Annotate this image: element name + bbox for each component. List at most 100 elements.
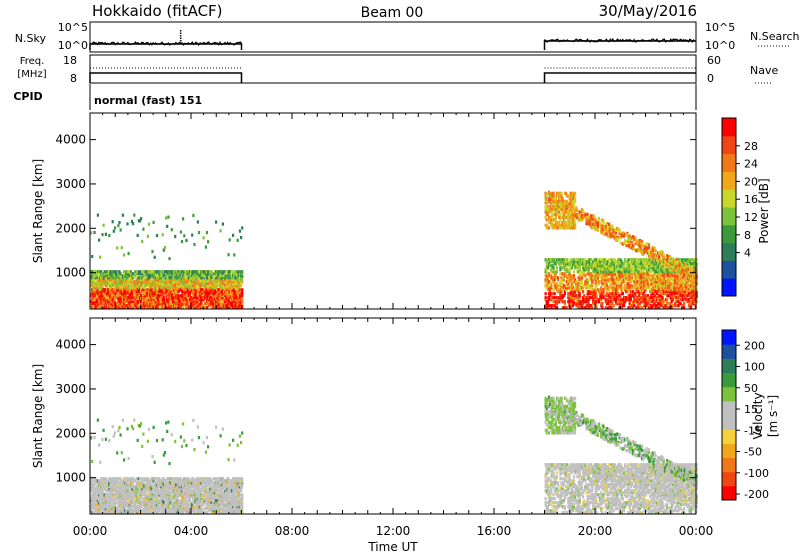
data-cell bbox=[175, 270, 178, 274]
data-cell bbox=[228, 290, 231, 294]
data-cell bbox=[200, 304, 203, 308]
data-cell bbox=[119, 274, 122, 278]
data-cell bbox=[576, 288, 579, 292]
data-cell bbox=[629, 278, 632, 282]
data-cell bbox=[561, 300, 564, 304]
data-cell bbox=[195, 272, 198, 276]
data-cell bbox=[600, 298, 603, 302]
data-cell bbox=[574, 278, 577, 282]
data-cell bbox=[169, 298, 172, 302]
data-cell bbox=[147, 284, 151, 288]
data-cell bbox=[157, 284, 160, 288]
data-cell bbox=[95, 509, 98, 513]
data-cell bbox=[107, 302, 110, 306]
data-cell bbox=[208, 296, 211, 300]
data-cell bbox=[567, 300, 570, 304]
data-cell bbox=[609, 304, 612, 308]
data-cell bbox=[224, 294, 227, 298]
data-cell bbox=[628, 294, 631, 298]
data-cell bbox=[116, 246, 119, 250]
data-cell bbox=[127, 282, 130, 286]
data-cell bbox=[591, 288, 594, 292]
data-cell bbox=[145, 272, 148, 276]
data-cell bbox=[579, 258, 582, 262]
data-cell bbox=[666, 300, 669, 304]
data-cell bbox=[103, 304, 106, 308]
data-cell bbox=[546, 218, 549, 222]
data-cell bbox=[655, 292, 659, 296]
data-cell bbox=[185, 288, 188, 292]
data-cell bbox=[668, 286, 671, 290]
data-cell bbox=[616, 237, 619, 241]
data-cell bbox=[641, 296, 644, 300]
data-cell bbox=[619, 298, 622, 302]
data-cell bbox=[567, 226, 570, 230]
data-cell bbox=[98, 298, 101, 302]
data-cell bbox=[241, 294, 244, 298]
data-cell bbox=[145, 278, 148, 282]
data-cell bbox=[222, 302, 226, 306]
data-cell bbox=[625, 296, 628, 300]
data-cell bbox=[574, 217, 577, 221]
data-cell bbox=[210, 296, 213, 300]
data-cell bbox=[652, 268, 655, 272]
data-cell bbox=[104, 232, 107, 236]
data-cell bbox=[553, 260, 556, 264]
data-cell bbox=[676, 272, 679, 276]
nsky-label: N.Sky bbox=[15, 32, 47, 45]
data-cell bbox=[689, 280, 693, 284]
date-title: 30/May/2016 bbox=[599, 2, 697, 20]
data-cell bbox=[627, 238, 630, 242]
data-cell bbox=[666, 268, 669, 272]
data-cell bbox=[210, 276, 213, 280]
data-cell bbox=[572, 274, 576, 278]
data-cell bbox=[103, 477, 106, 481]
data-cell bbox=[642, 248, 645, 252]
data-cell bbox=[630, 240, 634, 245]
data-cell bbox=[219, 306, 222, 310]
data-cell bbox=[570, 286, 573, 290]
data-cell bbox=[235, 286, 238, 290]
data-cell bbox=[592, 288, 595, 292]
data-cell bbox=[547, 296, 551, 300]
data-cell bbox=[674, 290, 677, 294]
data-cell bbox=[165, 216, 168, 220]
data-cell bbox=[103, 300, 106, 304]
data-cell bbox=[559, 284, 562, 288]
data-cell bbox=[588, 266, 591, 270]
data-cell bbox=[241, 274, 244, 278]
data-cell bbox=[102, 278, 105, 282]
data-cell bbox=[636, 296, 639, 300]
data-cell bbox=[635, 306, 638, 310]
data-cell bbox=[646, 272, 649, 276]
data-cell bbox=[613, 258, 616, 262]
data-cell bbox=[571, 191, 574, 195]
data-cell bbox=[645, 300, 648, 304]
data-cell bbox=[567, 194, 570, 198]
data-cell bbox=[669, 255, 672, 259]
data-cell bbox=[552, 306, 555, 310]
data-cell bbox=[567, 282, 570, 286]
y-tick-label: 2000 bbox=[55, 221, 86, 235]
data-cell bbox=[168, 274, 171, 278]
data-cell bbox=[179, 230, 182, 234]
data-cell bbox=[127, 280, 130, 284]
data-cell bbox=[94, 290, 97, 294]
data-cell bbox=[595, 284, 598, 288]
data-cell bbox=[96, 213, 99, 217]
data-cell bbox=[123, 288, 126, 292]
data-cell bbox=[545, 202, 548, 206]
data-cell bbox=[146, 306, 149, 310]
data-cell bbox=[144, 292, 147, 296]
data-cell bbox=[610, 266, 613, 270]
data-cell bbox=[101, 489, 104, 493]
data-cell bbox=[124, 290, 127, 294]
data-cell bbox=[119, 282, 122, 286]
data-cell bbox=[176, 302, 179, 306]
data-cell bbox=[94, 503, 97, 507]
data-cell bbox=[187, 292, 190, 296]
data-cell bbox=[691, 286, 694, 290]
data-cell bbox=[646, 280, 649, 284]
colorbar-cell bbox=[722, 242, 736, 261]
data-cell bbox=[553, 197, 556, 201]
